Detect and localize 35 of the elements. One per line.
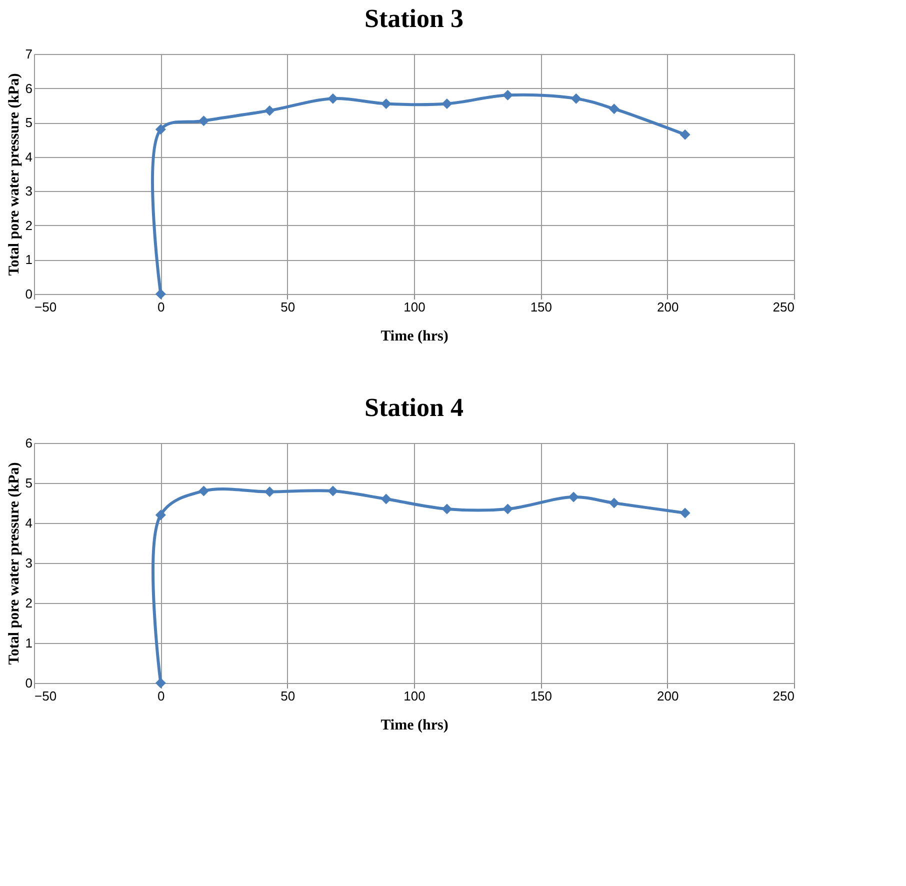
x-tick-label: 50 (280, 300, 296, 314)
x-tick-label: 150 (530, 300, 552, 314)
y-tick-label: 5 (25, 476, 32, 490)
x-tick-label: 50 (280, 688, 296, 704)
y-tick-label: 4 (25, 516, 32, 530)
x-tick-label: 100 (404, 300, 426, 314)
y-tick-label: 0 (25, 676, 32, 690)
x-tick-label: 0 (158, 688, 165, 704)
x-tick-label: 250 (772, 688, 794, 704)
x-tick-label: 150 (530, 688, 552, 704)
x-tick-label: 200 (656, 688, 679, 704)
y-tick-label: 1 (25, 636, 32, 650)
y-axis-title: Total pore water pressure (kPa) (6, 73, 22, 276)
chart-title: Station 3 (364, 4, 464, 33)
chart-title: Station 4 (364, 393, 464, 422)
x-tick-label: −50 (34, 300, 57, 314)
y-tick-label: 2 (25, 596, 32, 610)
y-tick-label: 1 (25, 252, 32, 268)
x-tick-label: 0 (158, 300, 165, 314)
x-tick-label: 200 (656, 300, 679, 314)
x-axis-title: Time (hrs) (380, 328, 448, 344)
x-tick-label: 250 (772, 300, 794, 314)
x-axis-title: Time (hrs) (380, 718, 448, 734)
y-tick-label: 3 (25, 184, 32, 199)
y-tick-label: 0 (25, 286, 32, 302)
y-tick-label: 6 (25, 80, 32, 96)
y-axis-title: Total pore water pressure (kPa) (6, 462, 22, 665)
y-tick-label: 2 (25, 218, 32, 233)
y-tick-label: 4 (25, 149, 32, 164)
y-tick-label: 6 (25, 436, 32, 450)
x-tick-label: 100 (404, 688, 426, 704)
y-tick-label: 7 (25, 46, 32, 62)
y-tick-label: 3 (25, 556, 32, 570)
y-tick-label: 5 (25, 115, 32, 130)
x-tick-label: −50 (34, 688, 57, 704)
